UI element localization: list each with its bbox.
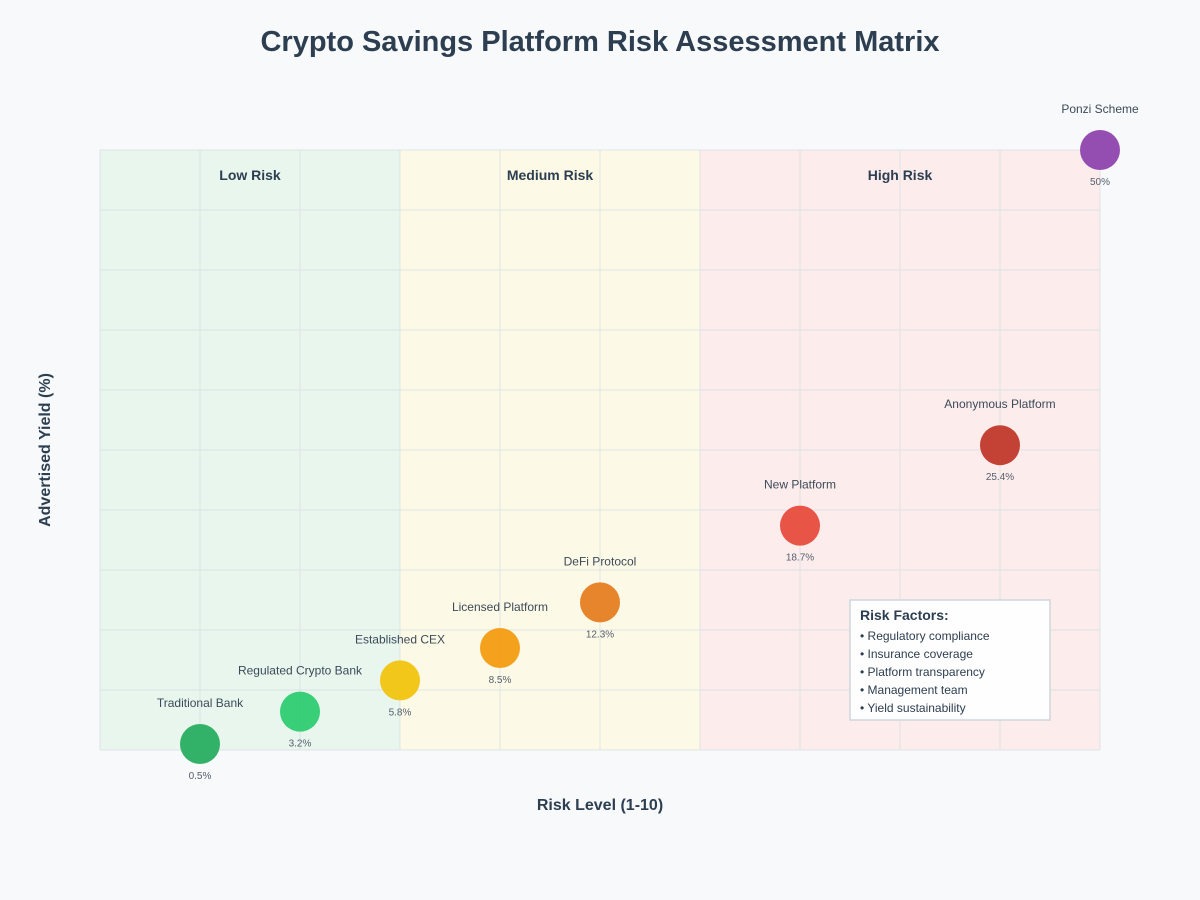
point-name-label: Anonymous Platform: [944, 397, 1055, 411]
risk-factors-legend: Risk Factors: • Regulatory compliance • …: [849, 599, 1051, 721]
data-point-group: DeFi Protocol 12.3%: [564, 554, 637, 640]
data-point-group: Regulated Crypto Bank 3.2%: [238, 664, 363, 750]
point-value-label: 50%: [1090, 177, 1110, 188]
point-name-label: Licensed Platform: [452, 600, 548, 614]
data-point: [580, 582, 620, 623]
data-point-group: Anonymous Platform 25.4%: [944, 397, 1055, 483]
legend-item: • Insurance coverage: [860, 647, 973, 661]
data-point: [780, 505, 820, 546]
legend-item: • Regulatory compliance: [860, 629, 990, 643]
point-name-label: Ponzi Scheme: [1061, 102, 1139, 116]
x-axis-label: Risk Level (1-10): [537, 797, 663, 814]
point-name-label: Regulated Crypto Bank: [238, 664, 363, 678]
point-name-label: Traditional Bank: [157, 696, 244, 710]
data-point: [980, 425, 1020, 466]
legend-item: • Yield sustainability: [860, 701, 966, 715]
zone-labels: Low Risk Medium Risk High Risk: [219, 167, 932, 183]
point-value-label: 5.8%: [389, 707, 412, 718]
data-point-group: Traditional Bank 0.5%: [157, 696, 244, 782]
point-value-label: 25.4%: [986, 472, 1014, 483]
zone-label: Medium Risk: [507, 167, 594, 183]
data-point-group: New Platform 18.7%: [764, 478, 836, 564]
data-point-group: Established CEX 5.8%: [355, 632, 445, 718]
legend-title: Risk Factors:: [860, 607, 949, 623]
point-name-label: New Platform: [764, 478, 836, 492]
point-value-label: 12.3%: [586, 629, 614, 640]
legend-background: [849, 599, 1051, 721]
data-point: [280, 691, 320, 732]
data-point-group: Licensed Platform 8.5%: [452, 600, 548, 686]
legend-item: • Platform transparency: [860, 665, 985, 679]
data-point: [1080, 130, 1120, 170]
zone-label: Low Risk: [219, 167, 281, 183]
point-value-label: 3.2%: [289, 739, 312, 750]
point-value-label: 0.5%: [189, 771, 212, 782]
chart-title: Crypto Savings Platform Risk Assessment …: [260, 26, 939, 58]
data-point: [480, 628, 520, 668]
zone-label: High Risk: [868, 167, 933, 183]
data-point: [180, 724, 220, 764]
point-value-label: 18.7%: [786, 553, 814, 564]
data-points: Traditional Bank 0.5% Regulated Crypto Ban…: [157, 102, 1139, 782]
y-axis-label: Advertised Yield (%): [37, 373, 54, 527]
data-point-group: Ponzi Scheme 50%: [1061, 102, 1139, 188]
legend-item: • Management team: [860, 683, 968, 697]
point-value-label: 8.5%: [489, 675, 512, 686]
point-name-label: DeFi Protocol: [564, 554, 637, 568]
point-name-label: Established CEX: [355, 632, 445, 646]
data-point: [380, 660, 420, 701]
